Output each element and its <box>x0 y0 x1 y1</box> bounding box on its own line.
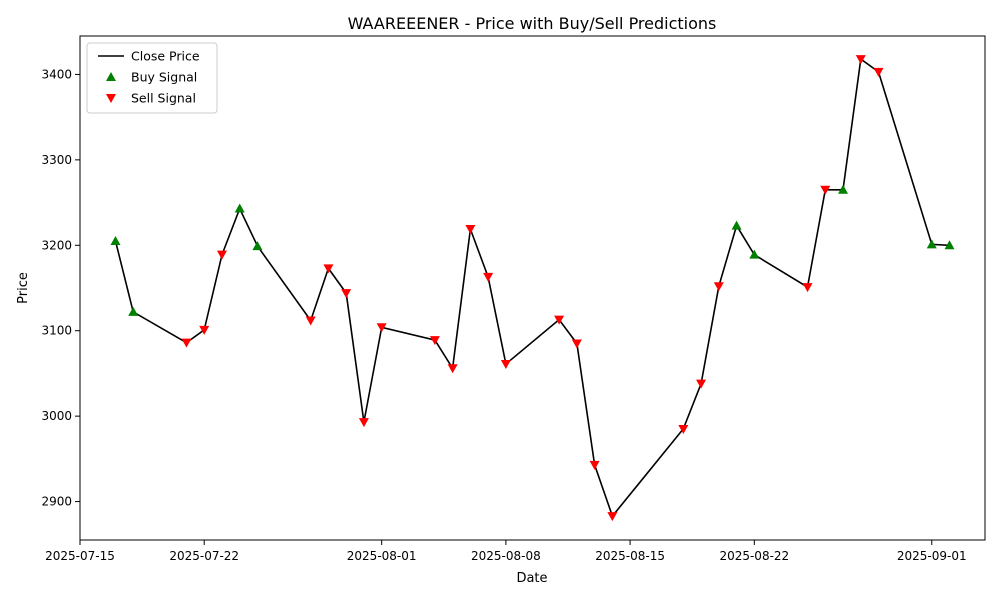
sell-signal-marker <box>855 55 866 65</box>
x-axis-label: Date <box>516 571 547 586</box>
sell-signal-marker <box>358 418 369 428</box>
legend: Close Price Buy Signal Sell Signal <box>86 42 218 114</box>
sell-signal-marker <box>607 512 618 522</box>
y-tick-label: 2900 <box>41 495 72 509</box>
sell-signal-marker <box>429 336 440 346</box>
buy-signal-marker <box>944 240 955 250</box>
y-tick-label: 3100 <box>41 324 72 338</box>
buy-signal-marker <box>128 306 139 316</box>
x-tick-label: 2025-09-01 <box>897 549 967 563</box>
sell-signal-marker <box>376 323 387 333</box>
x-tick-label: 2025-08-08 <box>471 549 541 563</box>
x-tick-label: 2025-08-22 <box>719 549 789 563</box>
legend-buy-swatch <box>106 72 116 81</box>
y-tick-label: 3400 <box>41 67 72 81</box>
buy-signal-marker <box>749 249 760 259</box>
buy-signal-marker <box>838 184 849 194</box>
y-axis-label: Price <box>16 272 31 304</box>
chart-title: WAAREEENER - Price with Buy/Sell Predict… <box>348 14 717 33</box>
sell-signal-marker <box>181 338 192 348</box>
y-tick-label: 3000 <box>41 409 72 423</box>
sell-signal-marker <box>589 460 600 470</box>
x-tick-label: 2025-08-15 <box>595 549 665 563</box>
sell-signal-marker <box>696 379 707 389</box>
buy-signal-marker <box>234 203 245 213</box>
sell-signal-marker <box>500 360 511 370</box>
y-axis: 2900 3000 3100 3200 3300 3400 <box>41 67 80 509</box>
sell-signal-marker <box>571 339 582 349</box>
buy-signal-marker <box>926 239 937 249</box>
x-axis: 2025-07-15 2025-07-22 2025-08-01 2025-08-08… <box>45 540 967 563</box>
sell-signal-marker <box>483 272 494 282</box>
sell-signal-marker <box>873 67 884 77</box>
sell-signal-marker <box>305 316 316 326</box>
sell-signal-marker <box>802 283 813 293</box>
x-tick-label: 2025-07-22 <box>169 549 239 563</box>
sell-signal-marker <box>199 325 210 335</box>
sell-signal-marker <box>341 289 352 299</box>
legend-box <box>86 42 218 114</box>
y-tick-label: 3300 <box>41 153 72 167</box>
y-tick-label: 3200 <box>41 238 72 252</box>
sell-signal-marker <box>554 315 565 325</box>
legend-label: Buy Signal <box>131 70 197 85</box>
buy-signal-marker <box>252 241 263 251</box>
sell-signal-marker <box>820 185 831 195</box>
plot-frame <box>79 35 986 541</box>
legend-sell-swatch <box>106 94 116 103</box>
plot-area <box>110 55 955 522</box>
x-tick-label: 2025-07-15 <box>45 549 115 563</box>
legend-label: Close Price <box>131 49 200 64</box>
sell-signal-marker <box>323 264 334 274</box>
sell-signal-marker <box>216 250 227 260</box>
sell-signal-marker <box>465 225 476 235</box>
x-tick-label: 2025-08-01 <box>347 549 417 563</box>
sell-signal-marker <box>447 364 458 374</box>
sell-signal-marker <box>713 282 724 292</box>
sell-signal-marker <box>678 424 689 434</box>
legend-label: Sell Signal <box>131 91 196 106</box>
buy-signal-marker <box>731 220 742 230</box>
buy-signal-marker <box>110 236 121 246</box>
